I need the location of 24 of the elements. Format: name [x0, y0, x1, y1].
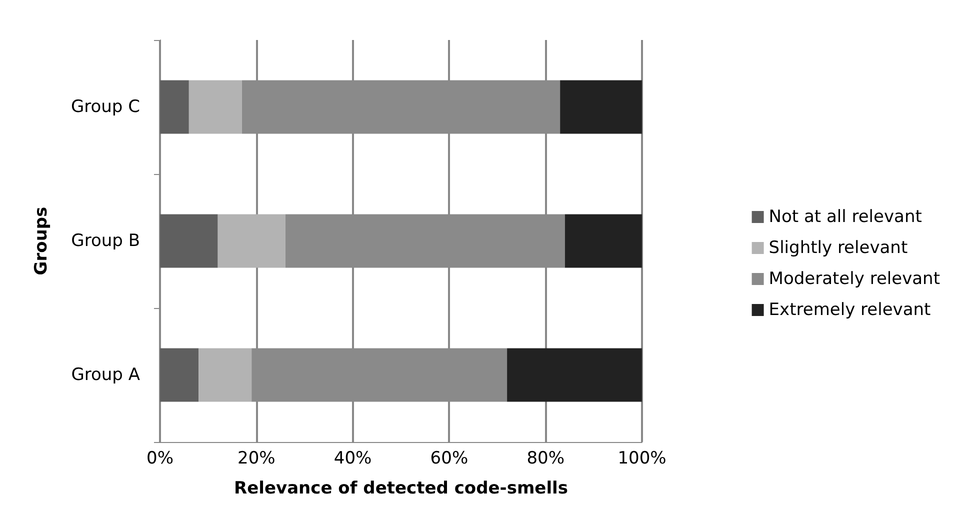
- bar: [160, 214, 218, 268]
- y-axis-title: Groups: [32, 206, 52, 276]
- x-tick-label: 20%: [238, 448, 276, 468]
- bar: [198, 348, 252, 402]
- bar: [160, 348, 199, 402]
- y-tick-label: Group C: [70, 97, 140, 117]
- legend-label: Extremely relevant: [768, 300, 932, 320]
- bar: [564, 214, 642, 268]
- legend-label: Moderately relevant: [768, 269, 940, 289]
- x-tick-label: 100%: [618, 448, 666, 468]
- x-tick-label: 60%: [430, 448, 468, 468]
- y-tick-label: Group B: [71, 231, 140, 251]
- x-tick-label: 80%: [526, 448, 564, 468]
- bar: [160, 80, 189, 134]
- bar: [218, 214, 286, 268]
- legend-label: Slightly relevant: [768, 238, 908, 258]
- bar: [188, 80, 242, 134]
- x-tick-label: 0%: [146, 448, 174, 468]
- bar: [560, 80, 642, 134]
- y-tick-label: Group A: [71, 365, 140, 385]
- bar: [507, 348, 642, 402]
- legend-label: Not at all relevant: [768, 207, 922, 227]
- x-axis-title: Relevance of detected code-smells: [234, 478, 568, 498]
- x-tick-label: 40%: [334, 448, 372, 468]
